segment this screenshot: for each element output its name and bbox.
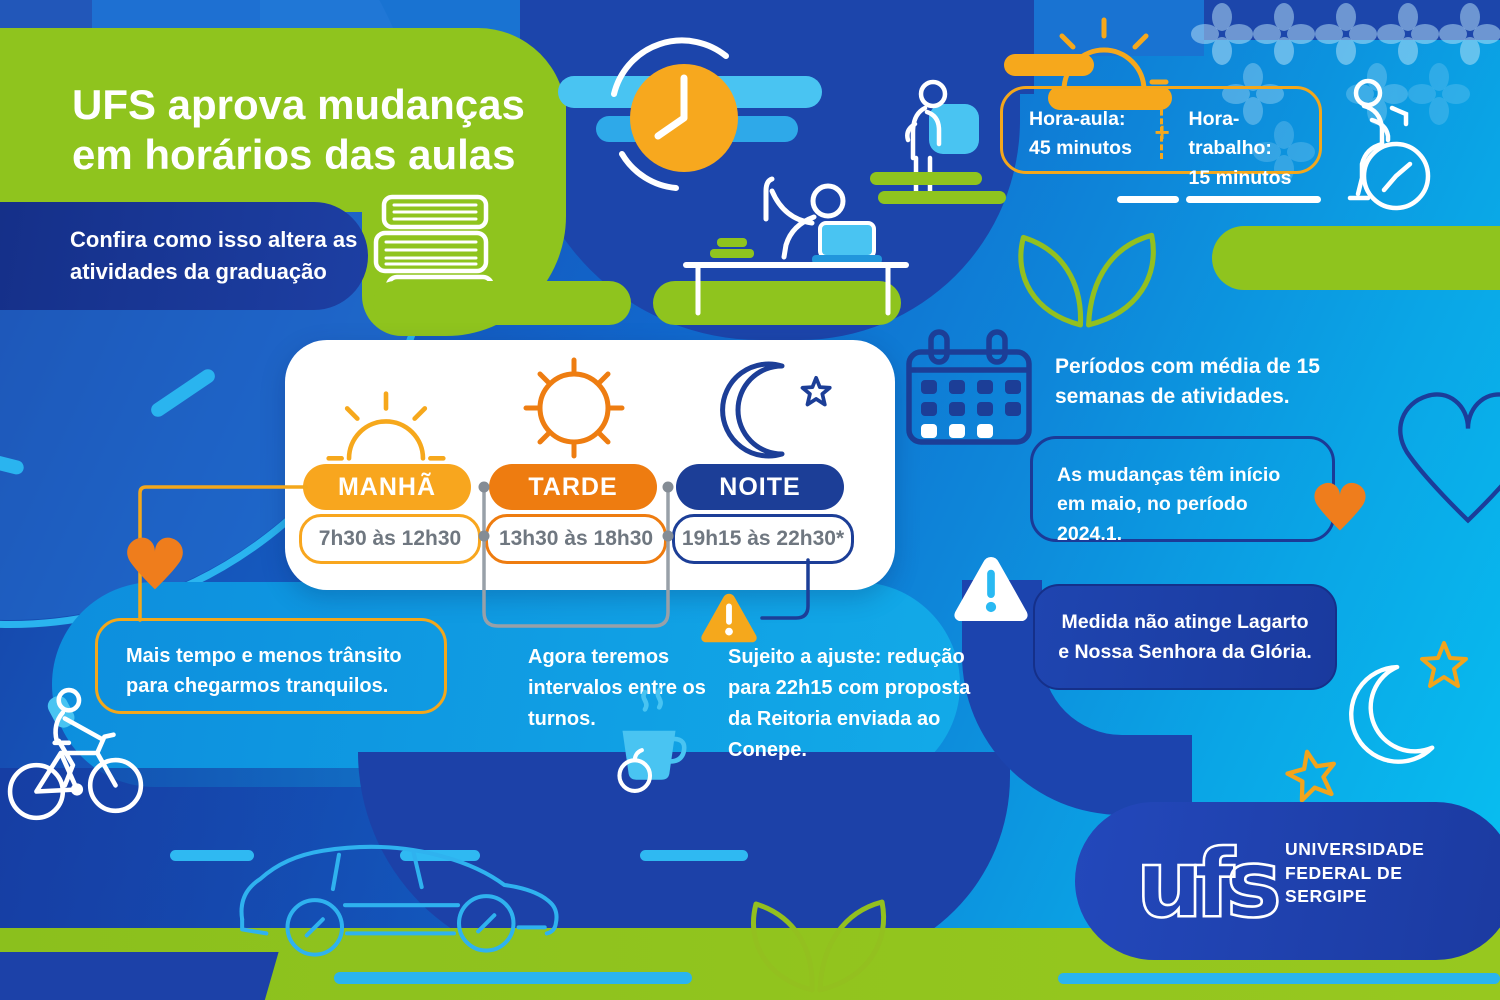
shift-time-noite: 19h15 às 22h30* bbox=[672, 514, 854, 564]
moon-icon bbox=[1349, 664, 1435, 764]
leaf-icon bbox=[1018, 232, 1156, 328]
start-note-box: As mudanças têm início em maio, no perío… bbox=[1030, 436, 1335, 545]
moon-icon bbox=[720, 361, 832, 459]
green-platform-decoration bbox=[878, 191, 1006, 204]
shift-time-tarde: 13h30 às 18h30 bbox=[485, 514, 667, 564]
duration-box: Hora-aula: 45 minutos + Hora-trabalho: 1… bbox=[1000, 86, 1322, 189]
intervals-note: Agora teremos intervalos entre os turnos… bbox=[528, 646, 706, 730]
white-dash-decoration bbox=[1186, 196, 1321, 203]
night-adjustment-note: Sujeito a ajuste: redução para 22h15 com… bbox=[728, 646, 971, 761]
class-hour-label: Hora-aula: bbox=[1029, 108, 1126, 130]
org-line: FEDERAL DE bbox=[1285, 862, 1403, 883]
commute-note-box: Mais tempo e menos trânsito para chegarm… bbox=[95, 618, 447, 714]
heart-outline-icon bbox=[1398, 392, 1500, 524]
car-icon bbox=[239, 844, 559, 957]
wheelchair-icon bbox=[1347, 78, 1431, 211]
commute-note: Mais tempo e menos trânsito para chegarm… bbox=[126, 645, 402, 697]
yellow-pill-decoration bbox=[1048, 86, 1172, 110]
shift-pill-manha: MANHÃ bbox=[303, 464, 471, 510]
subtitle-text: Confira como isso altera as atividades d… bbox=[70, 227, 358, 284]
star-icon bbox=[1420, 641, 1468, 688]
lane-dash bbox=[640, 850, 748, 861]
work-hour-label: Hora-trabalho: bbox=[1188, 108, 1272, 160]
lane-dash bbox=[170, 850, 254, 861]
org-line: SERGIPE bbox=[1285, 886, 1368, 907]
warning-icon bbox=[954, 556, 1028, 622]
coffee-icon bbox=[617, 687, 687, 793]
exception-note: Medida não atinge Lagarto e Nossa Senhor… bbox=[1058, 610, 1312, 663]
work-hour-value: 15 minutos bbox=[1188, 166, 1292, 189]
class-hour-cell: Hora-aula: 45 minutos bbox=[1003, 89, 1160, 171]
heart-icon bbox=[1314, 482, 1366, 531]
weeks-note: Períodos com média de 15 semanas de ativ… bbox=[1055, 355, 1320, 409]
cyan-line-decoration bbox=[1058, 973, 1500, 984]
calendar-icon bbox=[906, 329, 1032, 445]
shift-pill-noite: NOITE bbox=[676, 464, 844, 510]
shift-time-manha: 7h30 às 12h30 bbox=[299, 514, 481, 564]
ufs-logo: ufs bbox=[1135, 829, 1288, 941]
green-pill-decoration bbox=[1212, 226, 1500, 290]
shift-pill-tarde: TARDE bbox=[489, 464, 657, 510]
yellow-pill-decoration bbox=[1004, 54, 1094, 76]
green-pill-decoration bbox=[373, 281, 631, 325]
clock-icon bbox=[611, 37, 738, 191]
org-line: UNIVERSIDADE bbox=[1285, 839, 1425, 859]
leaf-icon bbox=[750, 899, 887, 993]
warning-icon bbox=[701, 593, 757, 643]
sun-icon bbox=[523, 357, 625, 459]
subtitle-banner: Confira como isso altera as atividades d… bbox=[0, 202, 368, 310]
bicycle-icon bbox=[7, 687, 144, 821]
green-pill-decoration bbox=[653, 281, 901, 325]
green-platform-decoration bbox=[870, 172, 982, 185]
top-bar-decoration bbox=[1034, 0, 1204, 56]
white-dash-decoration bbox=[1117, 196, 1179, 203]
page-title: UFS aprova mudanças em horários das aula… bbox=[72, 81, 525, 178]
cyan-line-decoration bbox=[334, 972, 692, 984]
plus-sign: + bbox=[1154, 117, 1170, 147]
work-hour-cell: Hora-trabalho: 15 minutos bbox=[1163, 89, 1320, 189]
ufs-logo-text: ufs bbox=[1136, 830, 1278, 939]
duration-divider: + bbox=[1155, 101, 1170, 159]
student-desk-icon bbox=[683, 176, 909, 316]
star-icon bbox=[1285, 749, 1336, 803]
heart-icon bbox=[127, 537, 183, 590]
footer-blob bbox=[1075, 802, 1500, 960]
sunrise-icon bbox=[326, 391, 446, 461]
class-hour-value: 45 minutos bbox=[1029, 137, 1132, 160]
org-name: UNIVERSIDADE FEDERAL DE SERGIPE bbox=[1285, 838, 1424, 909]
start-note: As mudanças têm início em maio, no perío… bbox=[1057, 464, 1281, 545]
exception-note-box: Medida não atinge Lagarto e Nossa Senhor… bbox=[1033, 584, 1337, 690]
